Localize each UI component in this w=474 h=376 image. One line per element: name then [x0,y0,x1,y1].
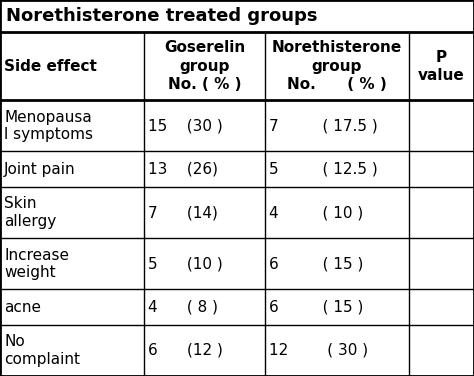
Text: 15    (30 ): 15 (30 ) [148,118,223,133]
Text: 6         ( 15 ): 6 ( 15 ) [269,300,363,315]
Text: Increase
weight: Increase weight [4,247,69,280]
Text: No
complaint: No complaint [4,334,80,367]
Text: 4      ( 8 ): 4 ( 8 ) [148,300,218,315]
Text: Side effect: Side effect [4,59,97,74]
Text: Joint pain: Joint pain [4,162,76,177]
Text: Skin
allergy: Skin allergy [4,197,56,229]
Text: 4         ( 10 ): 4 ( 10 ) [269,205,363,220]
Text: Goserelin
group
No. ( % ): Goserelin group No. ( % ) [164,40,245,92]
Text: P
value: P value [418,50,465,83]
Text: 7         ( 17.5 ): 7 ( 17.5 ) [269,118,378,133]
Text: 6         ( 15 ): 6 ( 15 ) [269,256,363,271]
Text: 6      (12 ): 6 (12 ) [148,343,223,358]
Text: 7      (14): 7 (14) [148,205,218,220]
Text: Menopausa
l symptoms: Menopausa l symptoms [4,110,93,142]
Text: Norethisterone
group
No.      ( % ): Norethisterone group No. ( % ) [272,40,402,92]
Text: 5         ( 12.5 ): 5 ( 12.5 ) [269,162,378,177]
Text: 5      (10 ): 5 (10 ) [148,256,223,271]
Text: Norethisterone treated groups: Norethisterone treated groups [6,7,318,25]
Text: 13    (26): 13 (26) [148,162,218,177]
Text: acne: acne [4,300,41,315]
Text: 12        ( 30 ): 12 ( 30 ) [269,343,368,358]
